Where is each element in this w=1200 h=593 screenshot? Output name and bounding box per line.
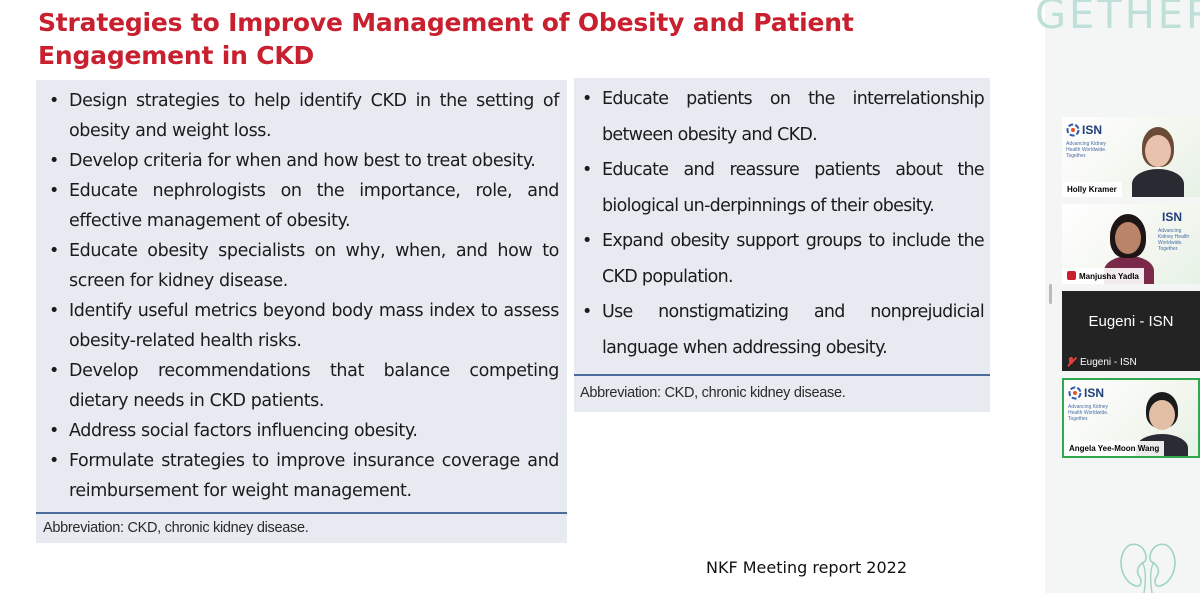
list-item: • Develop criteria for when and how best … bbox=[49, 146, 559, 176]
bullet: • bbox=[582, 231, 592, 251]
bullet: • bbox=[49, 361, 59, 381]
slide-title: Strategies to Improve Management of Obes… bbox=[38, 8, 854, 70]
list-item: • Educate obesity specialists on why, whe… bbox=[49, 236, 559, 296]
strategies-box-left: • Design strategies to help identify CKD … bbox=[36, 80, 567, 543]
list-item: • Identify useful metrics beyond body mas… bbox=[49, 296, 559, 356]
isn-tagline: Advancing Kidney Health Worldwide. Toget… bbox=[1158, 228, 1190, 252]
bullet: • bbox=[49, 151, 59, 171]
bullet: • bbox=[49, 181, 59, 201]
participant-name: Holly Kramer bbox=[1062, 182, 1122, 197]
participant-display-name: Eugeni - ISN bbox=[1088, 313, 1174, 330]
list-item: • Educate patients on the interrelationsh… bbox=[582, 82, 985, 153]
isn-tagline: Advancing Kidney Health Worldwide. Toget… bbox=[1066, 141, 1107, 159]
slide: Strategies to Improve Management of Obes… bbox=[36, 8, 990, 577]
bullet: • bbox=[49, 301, 59, 321]
strategy-list-left: • Design strategies to help identify CKD … bbox=[36, 80, 567, 506]
background-banner-text: GETHER. bbox=[1035, 0, 1200, 38]
table-divider bbox=[574, 374, 990, 376]
bullet: • bbox=[49, 451, 59, 471]
list-item: • Educate nephrologists on the importance… bbox=[49, 176, 559, 236]
isn-logo-icon bbox=[1066, 123, 1080, 137]
list-item: • Design strategies to help identify CKD … bbox=[49, 86, 559, 146]
strategy-list-right: • Educate patients on the interrelationsh… bbox=[574, 78, 990, 366]
list-item: • Formulate strategies to improve insuran… bbox=[49, 446, 559, 506]
participant-tile-angela[interactable]: ISN Advancing Kidney Health Worldwide. T… bbox=[1062, 378, 1200, 458]
isn-tagline: Advancing Kidney Health Worldwide. Toget… bbox=[1068, 404, 1109, 422]
isn-logo-icon bbox=[1068, 386, 1082, 400]
list-item: • Use nonstigmatizing and nonprejudicial … bbox=[582, 295, 985, 366]
mic-icon[interactable] bbox=[1067, 271, 1076, 280]
participant-tile-holly[interactable]: ISN Advancing Kidney Health Worldwide. T… bbox=[1062, 117, 1200, 197]
list-item: • Expand obesity support groups to includ… bbox=[582, 224, 985, 295]
bullet: • bbox=[582, 160, 592, 180]
isn-logo: ISN bbox=[1068, 386, 1104, 400]
table-divider bbox=[36, 512, 567, 514]
isn-logo: ISN bbox=[1066, 123, 1102, 137]
abbreviation-note: Abbreviation: CKD, chronic kidney diseas… bbox=[43, 520, 309, 536]
bullet: • bbox=[49, 91, 59, 111]
list-item: • Address social factors influencing obes… bbox=[49, 416, 559, 446]
list-item: • Educate and reassure patients about the… bbox=[582, 153, 985, 224]
panel-resize-handle[interactable] bbox=[1049, 284, 1052, 304]
participant-tile-manjusha[interactable]: ISN Advancing Kidney Health Worldwide. T… bbox=[1062, 204, 1200, 284]
footer-citation: NKF Meeting report 2022 bbox=[706, 558, 908, 577]
participant-name: Eugeni - ISN bbox=[1062, 354, 1142, 371]
bullet: • bbox=[49, 421, 59, 441]
strategies-box-right: • Educate patients on the interrelationsh… bbox=[574, 78, 990, 412]
participant-tile-eugeni[interactable]: Eugeni - ISN Eugeni - ISN bbox=[1062, 291, 1200, 371]
participant-name: Manjusha Yadla bbox=[1062, 268, 1144, 284]
participant-name: Angela Yee-Moon Wang bbox=[1064, 441, 1165, 456]
bullet: • bbox=[49, 241, 59, 261]
list-item: • Develop recommendations that balance co… bbox=[49, 356, 559, 416]
video-person bbox=[1122, 117, 1192, 197]
abbreviation-note: Abbreviation: CKD, chronic kidney diseas… bbox=[580, 385, 846, 401]
mic-muted-icon[interactable] bbox=[1067, 357, 1076, 366]
bullet: • bbox=[582, 89, 592, 109]
isn-logo: ISN bbox=[1162, 210, 1183, 224]
bullet: • bbox=[582, 302, 592, 322]
kidney-icon bbox=[1120, 543, 1176, 593]
